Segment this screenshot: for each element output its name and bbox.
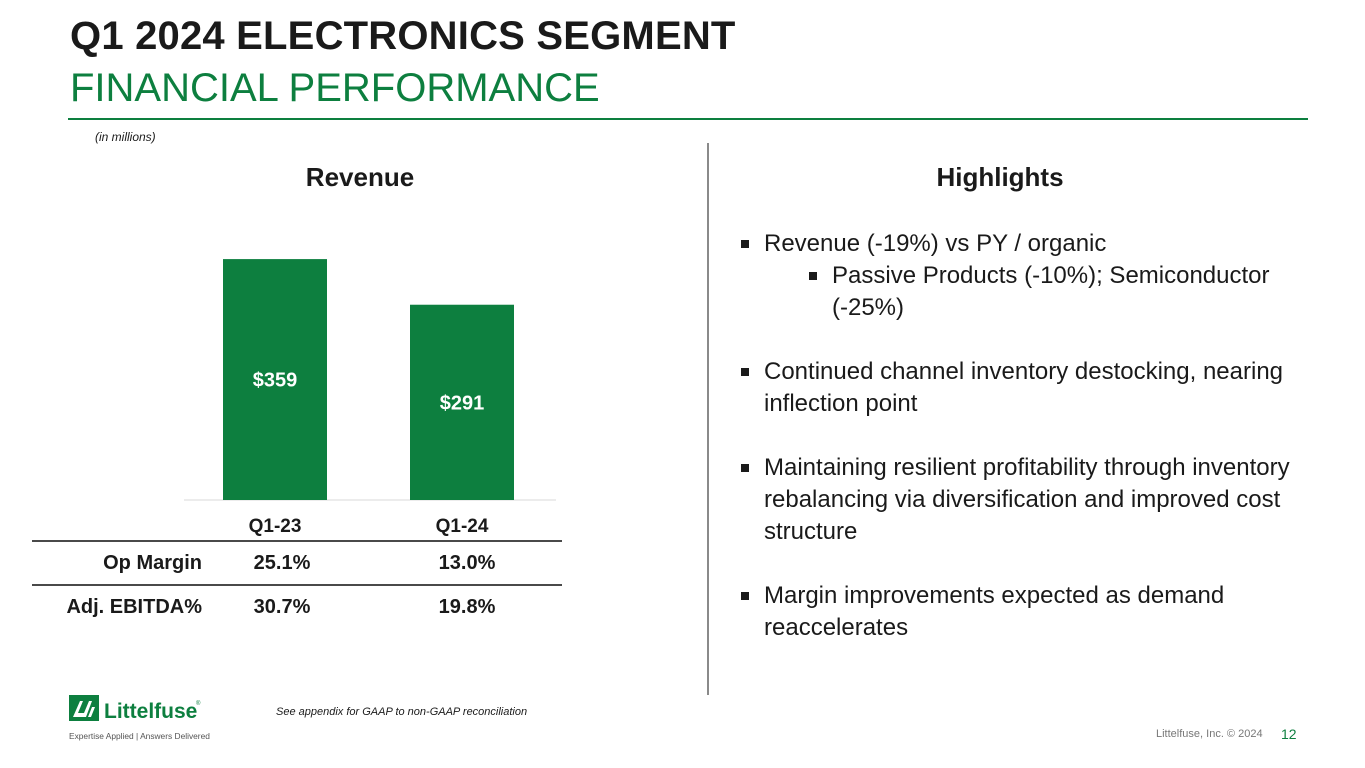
footnote: See appendix for GAAP to non-GAAP reconc…: [276, 706, 528, 718]
chart-title: Revenue: [305, 162, 415, 192]
slide-subtitle: FINANCIAL PERFORMANCE: [70, 66, 600, 110]
square-bullet-icon: [741, 464, 749, 472]
logo-tagline: Expertise Applied | Answers Delivered: [69, 731, 210, 741]
highlight-bullet: Margin improvements expected as demand r…: [738, 580, 1328, 644]
square-bullet-icon: [741, 368, 749, 376]
header-divider: [68, 118, 1308, 120]
page-number: 12: [1281, 726, 1297, 742]
highlight-sub-bullet: Passive Products (-10%); Semiconductor (…: [738, 260, 1328, 324]
bar-value-label: $359: [253, 370, 298, 392]
copyright: Littelfuse, Inc. © 2024: [1156, 728, 1263, 740]
vertical-divider: [707, 143, 709, 695]
units-note: (in millions): [95, 130, 156, 144]
x-tick-label: Q1-23: [249, 516, 302, 537]
x-tick-label: Q1-24: [436, 516, 489, 537]
bar-q1-23: [223, 259, 327, 500]
metric-row-op-margin: Op Margin 25.1% 13.0%: [32, 540, 562, 586]
highlight-bullet: Maintaining resilient profitability thro…: [738, 452, 1328, 548]
highlights-list: Revenue (-19%) vs PY / organic Passive P…: [738, 228, 1328, 644]
revenue-bar-chart: $359 Q1-23 $291 Q1-24: [184, 259, 556, 537]
littelfuse-logo: Littelfuse ® Expertise Applied | Answers…: [69, 695, 210, 741]
bullet-text: Continued channel inventory destocking, …: [764, 358, 1284, 417]
logo-wordmark: Littelfuse: [104, 700, 197, 723]
highlights-title: Highlights: [936, 162, 1064, 192]
square-bullet-icon: [741, 240, 749, 248]
bullet-text: Revenue (-19%) vs PY / organic: [764, 230, 1107, 257]
metric-value-q1-24: 13.0%: [438, 552, 496, 574]
metric-value-q1-23: 25.1%: [253, 552, 311, 574]
metrics-table: Op Margin 25.1% 13.0% Adj. EBITDA% 30.7%…: [32, 540, 562, 628]
svg-text:®: ®: [196, 700, 201, 707]
metric-label: Op Margin: [103, 552, 202, 574]
square-bullet-icon: [741, 592, 749, 600]
highlight-bullet: Continued channel inventory destocking, …: [738, 356, 1328, 420]
bar-value-label: $291: [440, 392, 485, 414]
metric-value-q1-23: 30.7%: [253, 596, 311, 618]
bullet-text: Maintaining resilient profitability thro…: [764, 454, 1290, 545]
square-bullet-icon: [809, 272, 817, 280]
metric-row-adj-ebitda: Adj. EBITDA% 30.7% 19.8%: [32, 586, 562, 628]
slide-title: Q1 2024 ELECTRONICS SEGMENT: [70, 14, 736, 58]
bullet-text: Margin improvements expected as demand r…: [764, 582, 1225, 641]
metric-label: Adj. EBITDA%: [66, 596, 202, 618]
highlight-bullet: Revenue (-19%) vs PY / organic: [738, 228, 1328, 260]
metric-value-q1-24: 19.8%: [438, 596, 496, 618]
bullet-text: Passive Products (-10%); Semiconductor (…: [832, 262, 1270, 321]
bar-q1-24: [410, 304, 514, 500]
